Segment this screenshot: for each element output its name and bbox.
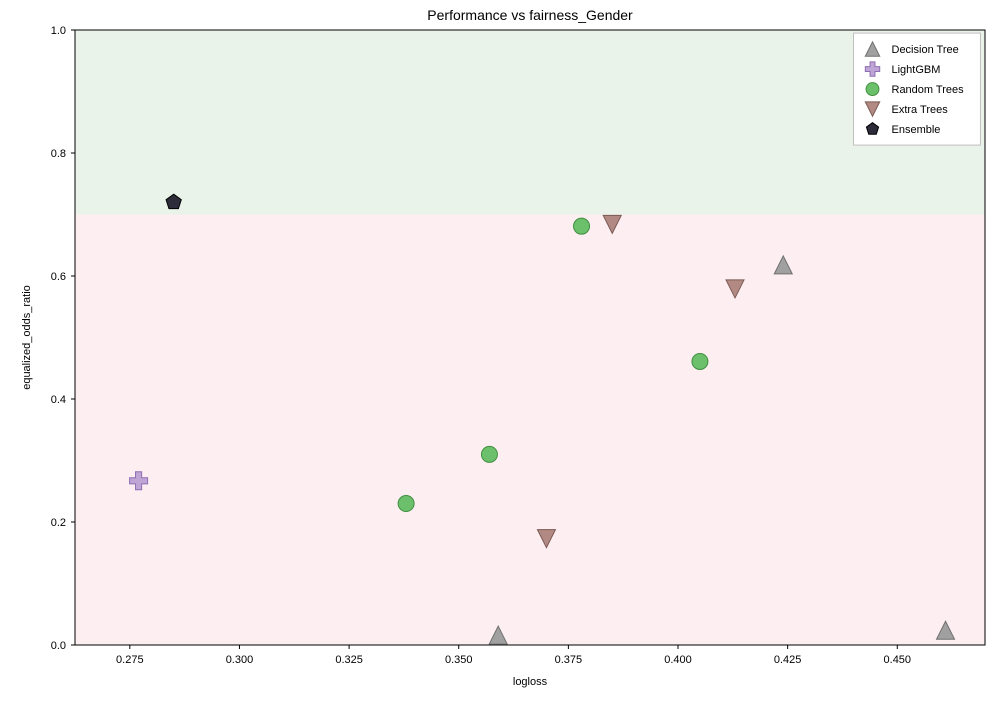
legend-label: Random Trees (892, 84, 965, 96)
legend: Decision Tree LightGBM Random Trees Extra T… (854, 33, 981, 145)
data-point (481, 446, 497, 462)
x-tick-label: 0.300 (226, 654, 254, 666)
x-tick-label: 0.375 (555, 654, 583, 666)
lower-band (75, 215, 985, 646)
y-tick-label: 0.4 (51, 394, 66, 406)
y-tick-label: 0.8 (51, 148, 66, 160)
scatter-chart: 0.275 0.300 0.325 0.350 0.375 0.400 0.425 0.450… (0, 0, 1000, 700)
x-tick-label: 0.425 (774, 654, 802, 666)
y-tick-label: 0.6 (51, 271, 66, 283)
data-point (398, 496, 414, 512)
data-point (574, 218, 590, 234)
chart-title: Performance vs fairness_Gender (427, 7, 633, 23)
chart-svg: 0.275 0.300 0.325 0.350 0.375 0.400 0.425 0.450… (0, 0, 1000, 700)
y-tick-label: 0.0 (51, 640, 66, 652)
y-axis-label: equalized_odds_ratio (21, 285, 33, 390)
x-tick-label: 0.275 (116, 654, 144, 666)
x-tick-label: 0.350 (445, 654, 473, 666)
legend-label: Decision Tree (892, 44, 959, 56)
y-tick-label: 1.0 (51, 25, 66, 37)
x-tick-label: 0.400 (664, 654, 692, 666)
x-tick-label: 0.325 (335, 654, 363, 666)
data-point (692, 353, 708, 369)
x-axis-label: logloss (513, 676, 548, 688)
legend-label: LightGBM (892, 64, 941, 76)
legend-label: Ensemble (892, 124, 941, 136)
x-tick-label: 0.450 (884, 654, 912, 666)
y-tick-label: 0.2 (51, 517, 66, 529)
upper-band (75, 30, 985, 215)
legend-label: Extra Trees (892, 104, 949, 116)
legend-swatch (866, 83, 879, 96)
